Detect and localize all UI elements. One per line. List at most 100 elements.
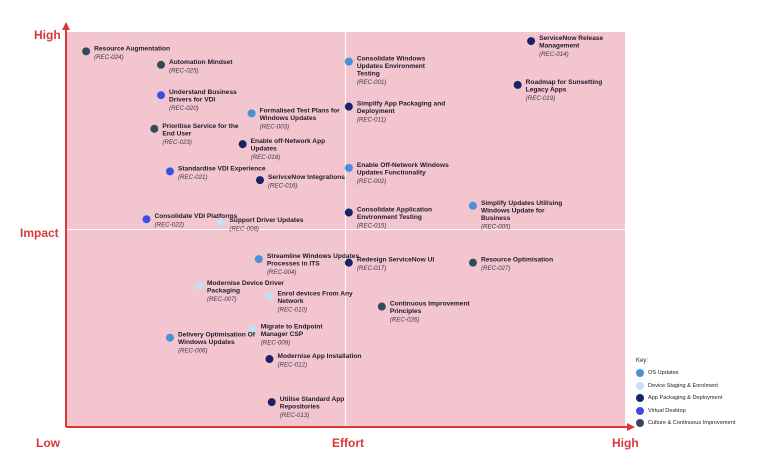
point-marker: [344, 163, 353, 172]
point-marker: [513, 80, 522, 89]
point-title: Resource Augmentation: [94, 45, 170, 52]
point-title: Testing: [357, 71, 380, 78]
point-title: Management: [539, 43, 580, 50]
point-title: SerivceNow Integrations: [268, 174, 345, 181]
point-title: Roadmap for Sunsetting: [526, 79, 603, 86]
point-marker: [165, 333, 174, 342]
legend-swatch: [636, 369, 644, 378]
legend-item: Device Staging & Enrolment: [636, 380, 766, 393]
point-title: Manager CSP: [261, 331, 304, 338]
x-axis-high-label: High: [612, 436, 639, 450]
point-title: Delivery Optimisation Of: [178, 332, 256, 339]
legend-item: App Packaging & Deployment: [636, 392, 766, 405]
point-title: Processes in ITS: [267, 261, 320, 268]
point-ref: (REC-009): [261, 339, 291, 346]
point-title: Windows Update for: [481, 207, 545, 214]
point-title: Updates Functionality: [357, 169, 426, 176]
point-ref: (REC-014): [539, 51, 569, 58]
point-title: End User: [162, 130, 191, 137]
point-marker: [157, 91, 166, 100]
y-axis-low-label: Low: [36, 436, 60, 450]
legend-label: OS Updates: [648, 370, 679, 377]
legend-swatch: [636, 406, 644, 415]
y-axis-arrow: [62, 22, 70, 30]
point-title: Enable Off-Network Windows: [357, 162, 449, 169]
point-title: Packaging: [207, 287, 240, 294]
point-title: Consolidate Windows: [357, 56, 426, 63]
point-ref: (REC-008): [229, 225, 259, 232]
point-title: Environment Testing: [357, 214, 422, 221]
point-title: Resource Optimisation: [481, 257, 553, 264]
point-marker: [265, 355, 274, 364]
point-marker: [255, 176, 264, 185]
point-title: Updates: [251, 146, 277, 153]
point-title: Consolidate Application: [357, 207, 432, 214]
legend-label: Virtual Desktop: [648, 407, 686, 414]
point-ref: (REC-002): [357, 178, 387, 185]
point-marker: [195, 281, 204, 290]
point-title: Understand Business: [169, 89, 237, 96]
legend-label: Device Staging & Enrolment: [648, 382, 718, 389]
point-marker: [248, 325, 257, 334]
point-ref: (REC-003): [260, 123, 290, 130]
x-axis-label: Effort: [332, 436, 364, 450]
point-ref: (REC-017): [357, 265, 387, 272]
point-marker: [377, 302, 386, 311]
point-ref: (REC-027): [481, 265, 511, 272]
point-title: Deployment: [357, 108, 396, 115]
point-title: Principles: [390, 308, 422, 315]
point-marker: [217, 218, 226, 227]
legend: Key: OS Updates Device Staging & Enrolmen…: [636, 358, 766, 430]
point-ref: (REC-019): [526, 95, 556, 102]
data-point: Resource Augmentation (REC-024): [82, 45, 170, 61]
point-ref: (REC-026): [390, 317, 420, 324]
data-point: Standardise VDI Experience (REC-021): [165, 165, 266, 181]
point-marker: [82, 47, 91, 56]
point-title: Windows Updates: [178, 339, 235, 346]
point-ref: (REC-011): [357, 117, 386, 124]
point-title: Redesign ServiceNow UI: [357, 257, 434, 264]
point-title: Repositories: [280, 404, 320, 411]
legend-label: App Packaging & Deployment: [648, 395, 723, 402]
point-ref: (REC-024): [94, 54, 124, 61]
y-axis-high-label: High: [34, 28, 61, 42]
point-marker: [267, 398, 276, 407]
point-title: Simplify App Packaging and: [357, 101, 445, 108]
data-point: Resource Optimisation(REC-027): [468, 257, 553, 272]
legend-item: Virtual Desktop: [636, 405, 766, 418]
point-marker: [247, 109, 256, 118]
point-marker: [150, 124, 159, 133]
point-ref: (REC-013): [280, 412, 310, 419]
legend-item: OS Updates: [636, 367, 766, 380]
point-ref: (REC-001): [357, 79, 387, 86]
point-title: Enrol devices From Any: [277, 291, 353, 298]
x-axis-arrow: [627, 423, 635, 431]
point-title: Migrate to Endpoint: [261, 323, 324, 330]
point-ref: (REC-025): [169, 67, 199, 74]
legend-swatch: [636, 419, 644, 428]
point-marker: [344, 102, 353, 111]
point-ref: (REC-012): [277, 362, 307, 369]
point-title: Modernise App Installation: [277, 353, 361, 360]
point-ref: (REC-004): [267, 269, 297, 276]
point-marker: [468, 258, 477, 267]
point-ref: (REC-006): [178, 348, 208, 355]
data-point: Support Driver Updates(REC-008): [217, 217, 304, 232]
point-ref: (REC-016): [268, 183, 298, 190]
point-title: Simplify Updates Utilising: [481, 200, 562, 207]
legend-title: Key:: [636, 358, 649, 364]
point-title: Network: [277, 298, 303, 305]
point-marker: [344, 258, 353, 267]
